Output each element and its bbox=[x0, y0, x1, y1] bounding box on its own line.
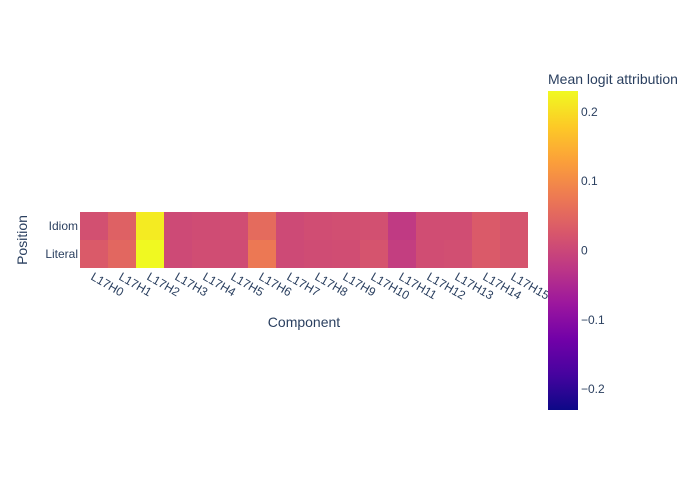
x-axis-label: Component bbox=[268, 314, 340, 330]
y-tick-label: Literal bbox=[45, 247, 78, 261]
heatmap-cell-literal-l17h6 bbox=[248, 240, 276, 268]
heatmap-cell-literal-l17h13 bbox=[444, 240, 472, 268]
colorbar-tick-label: −0.1 bbox=[581, 313, 605, 327]
colorbar-tick-label: 0 bbox=[581, 244, 588, 258]
heatmap-cell-idiom-l17h0 bbox=[80, 212, 108, 240]
heatmap-cell-idiom-l17h12 bbox=[416, 212, 444, 240]
x-tick-labels: L17H0L17H1L17H2L17H3L17H4L17H5L17H6L17H7… bbox=[89, 269, 553, 302]
heatmap-cell-literal-l17h1 bbox=[108, 240, 136, 268]
heatmap-cell-idiom-l17h14 bbox=[472, 212, 500, 240]
heatmap-cell-idiom-l17h4 bbox=[192, 212, 220, 240]
heatmap-cell-idiom-l17h7 bbox=[276, 212, 304, 240]
heatmap-cell-literal-l17h3 bbox=[164, 240, 192, 268]
y-axis-label: Position bbox=[14, 215, 30, 265]
heatmap-cell-idiom-l17h11 bbox=[388, 212, 416, 240]
heatmap-cell-literal-l17h12 bbox=[416, 240, 444, 268]
heatmap-cell-idiom-l17h6 bbox=[248, 212, 276, 240]
heatmap-cell-literal-l17h8 bbox=[304, 240, 332, 268]
heatmap-cell-literal-l17h2 bbox=[136, 240, 164, 268]
heatmap-cell-literal-l17h7 bbox=[276, 240, 304, 268]
heatmap-cell-literal-l17h15 bbox=[500, 240, 528, 268]
heatmap-cell-literal-l17h9 bbox=[332, 240, 360, 268]
heatmap-cell-idiom-l17h5 bbox=[220, 212, 248, 240]
colorbar-title: Mean logit attribution bbox=[548, 71, 678, 87]
heatmap-cell-idiom-l17h9 bbox=[332, 212, 360, 240]
y-tick-label: Idiom bbox=[49, 219, 78, 233]
heatmap-cell-literal-l17h0 bbox=[80, 240, 108, 268]
heatmap-cell-literal-l17h14 bbox=[472, 240, 500, 268]
heatmap-cell-idiom-l17h1 bbox=[108, 212, 136, 240]
colorbar-tick-label: 0.1 bbox=[581, 174, 598, 188]
colorbar bbox=[548, 91, 578, 410]
heatmap-cell-idiom-l17h15 bbox=[500, 212, 528, 240]
heatmap-cell-literal-l17h5 bbox=[220, 240, 248, 268]
heatmap-cell-literal-l17h10 bbox=[360, 240, 388, 268]
heatmap-cell-idiom-l17h3 bbox=[164, 212, 192, 240]
heatmap-cell-literal-l17h4 bbox=[192, 240, 220, 268]
heatmap-cell-idiom-l17h8 bbox=[304, 212, 332, 240]
heatmap-cell-idiom-l17h13 bbox=[444, 212, 472, 240]
y-tick-labels: Idiom Literal bbox=[45, 219, 78, 261]
colorbar-tick-labels: 0.2 0.1 0 −0.1 −0.2 bbox=[581, 105, 605, 396]
heatmap-cell-idiom-l17h2 bbox=[136, 212, 164, 240]
colorbar-tick-label: 0.2 bbox=[581, 105, 598, 119]
heatmap-cells bbox=[80, 212, 528, 268]
heatmap-cell-literal-l17h11 bbox=[388, 240, 416, 268]
colorbar-tick-label: −0.2 bbox=[581, 382, 605, 396]
heatmap-cell-idiom-l17h10 bbox=[360, 212, 388, 240]
